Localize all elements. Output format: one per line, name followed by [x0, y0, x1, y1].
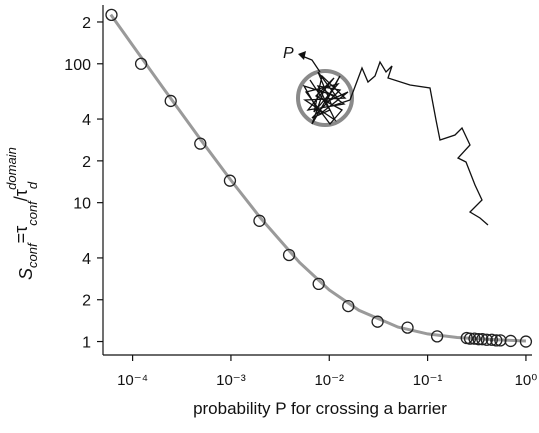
data-point — [485, 333, 498, 346]
fit-line — [109, 13, 526, 343]
y-tick-label: 2 — [82, 15, 91, 32]
x-axis-label: probability P for crossing a barrier — [193, 399, 447, 418]
y-axis-label-part: domain — [4, 147, 19, 190]
y-tick-label: 2 — [82, 293, 91, 310]
inset-label: P — [283, 45, 294, 62]
data-point — [342, 299, 355, 313]
y-axis-label-part: =τ — [11, 226, 31, 244]
y-axis-label-part: S — [16, 268, 36, 280]
y-axis-label-part: d — [25, 181, 40, 189]
data-point — [430, 330, 444, 343]
y-tick-label: 4 — [82, 251, 91, 268]
x-tick-label: 10⁻¹ — [413, 372, 443, 389]
inset-tangle — [302, 71, 351, 126]
y-tick-label: 100 — [64, 57, 91, 74]
data-point — [253, 214, 266, 227]
x-tick-label: 10⁻³ — [216, 372, 246, 389]
data-point — [472, 333, 485, 346]
data-point — [519, 335, 533, 348]
data-point — [468, 332, 481, 345]
data-point — [504, 334, 517, 348]
inset-path — [349, 60, 489, 226]
data-point — [282, 248, 296, 262]
data-point — [312, 277, 325, 291]
data-point — [463, 332, 477, 345]
x-tick-label: 10⁻⁴ — [117, 372, 148, 389]
inset-arrowhead — [298, 51, 306, 60]
data-point — [194, 137, 207, 150]
x-tick-label: 10⁻² — [314, 372, 344, 389]
data-point — [480, 333, 493, 346]
data-point — [164, 94, 177, 108]
y-axis-label-part: conf — [25, 200, 40, 226]
y-axis-label: Sconf=τconf/τddomain — [4, 147, 40, 280]
data-point — [476, 333, 489, 346]
inset-walk: P — [283, 45, 489, 226]
inset-arrow-line — [301, 55, 321, 73]
data-point — [490, 334, 503, 347]
x-tick-label: 10⁰ — [515, 372, 538, 389]
y-tick-label: 1 — [82, 335, 91, 352]
inset-circle — [296, 69, 354, 127]
y-axis-label-part: conf — [25, 242, 40, 268]
data-point — [494, 334, 507, 347]
data-point — [105, 8, 118, 22]
y-tick-label: 2 — [82, 154, 91, 171]
data-point — [401, 321, 414, 334]
data-point — [371, 315, 384, 328]
y-axis-label-part: /τ — [11, 189, 31, 201]
y-tick-label: 10 — [73, 196, 91, 213]
y-tick-label: 4 — [82, 112, 91, 129]
y-axis-label-text: Sconf=τconf/τddomain — [4, 147, 40, 280]
data-point — [223, 174, 237, 187]
data-point — [134, 57, 148, 70]
